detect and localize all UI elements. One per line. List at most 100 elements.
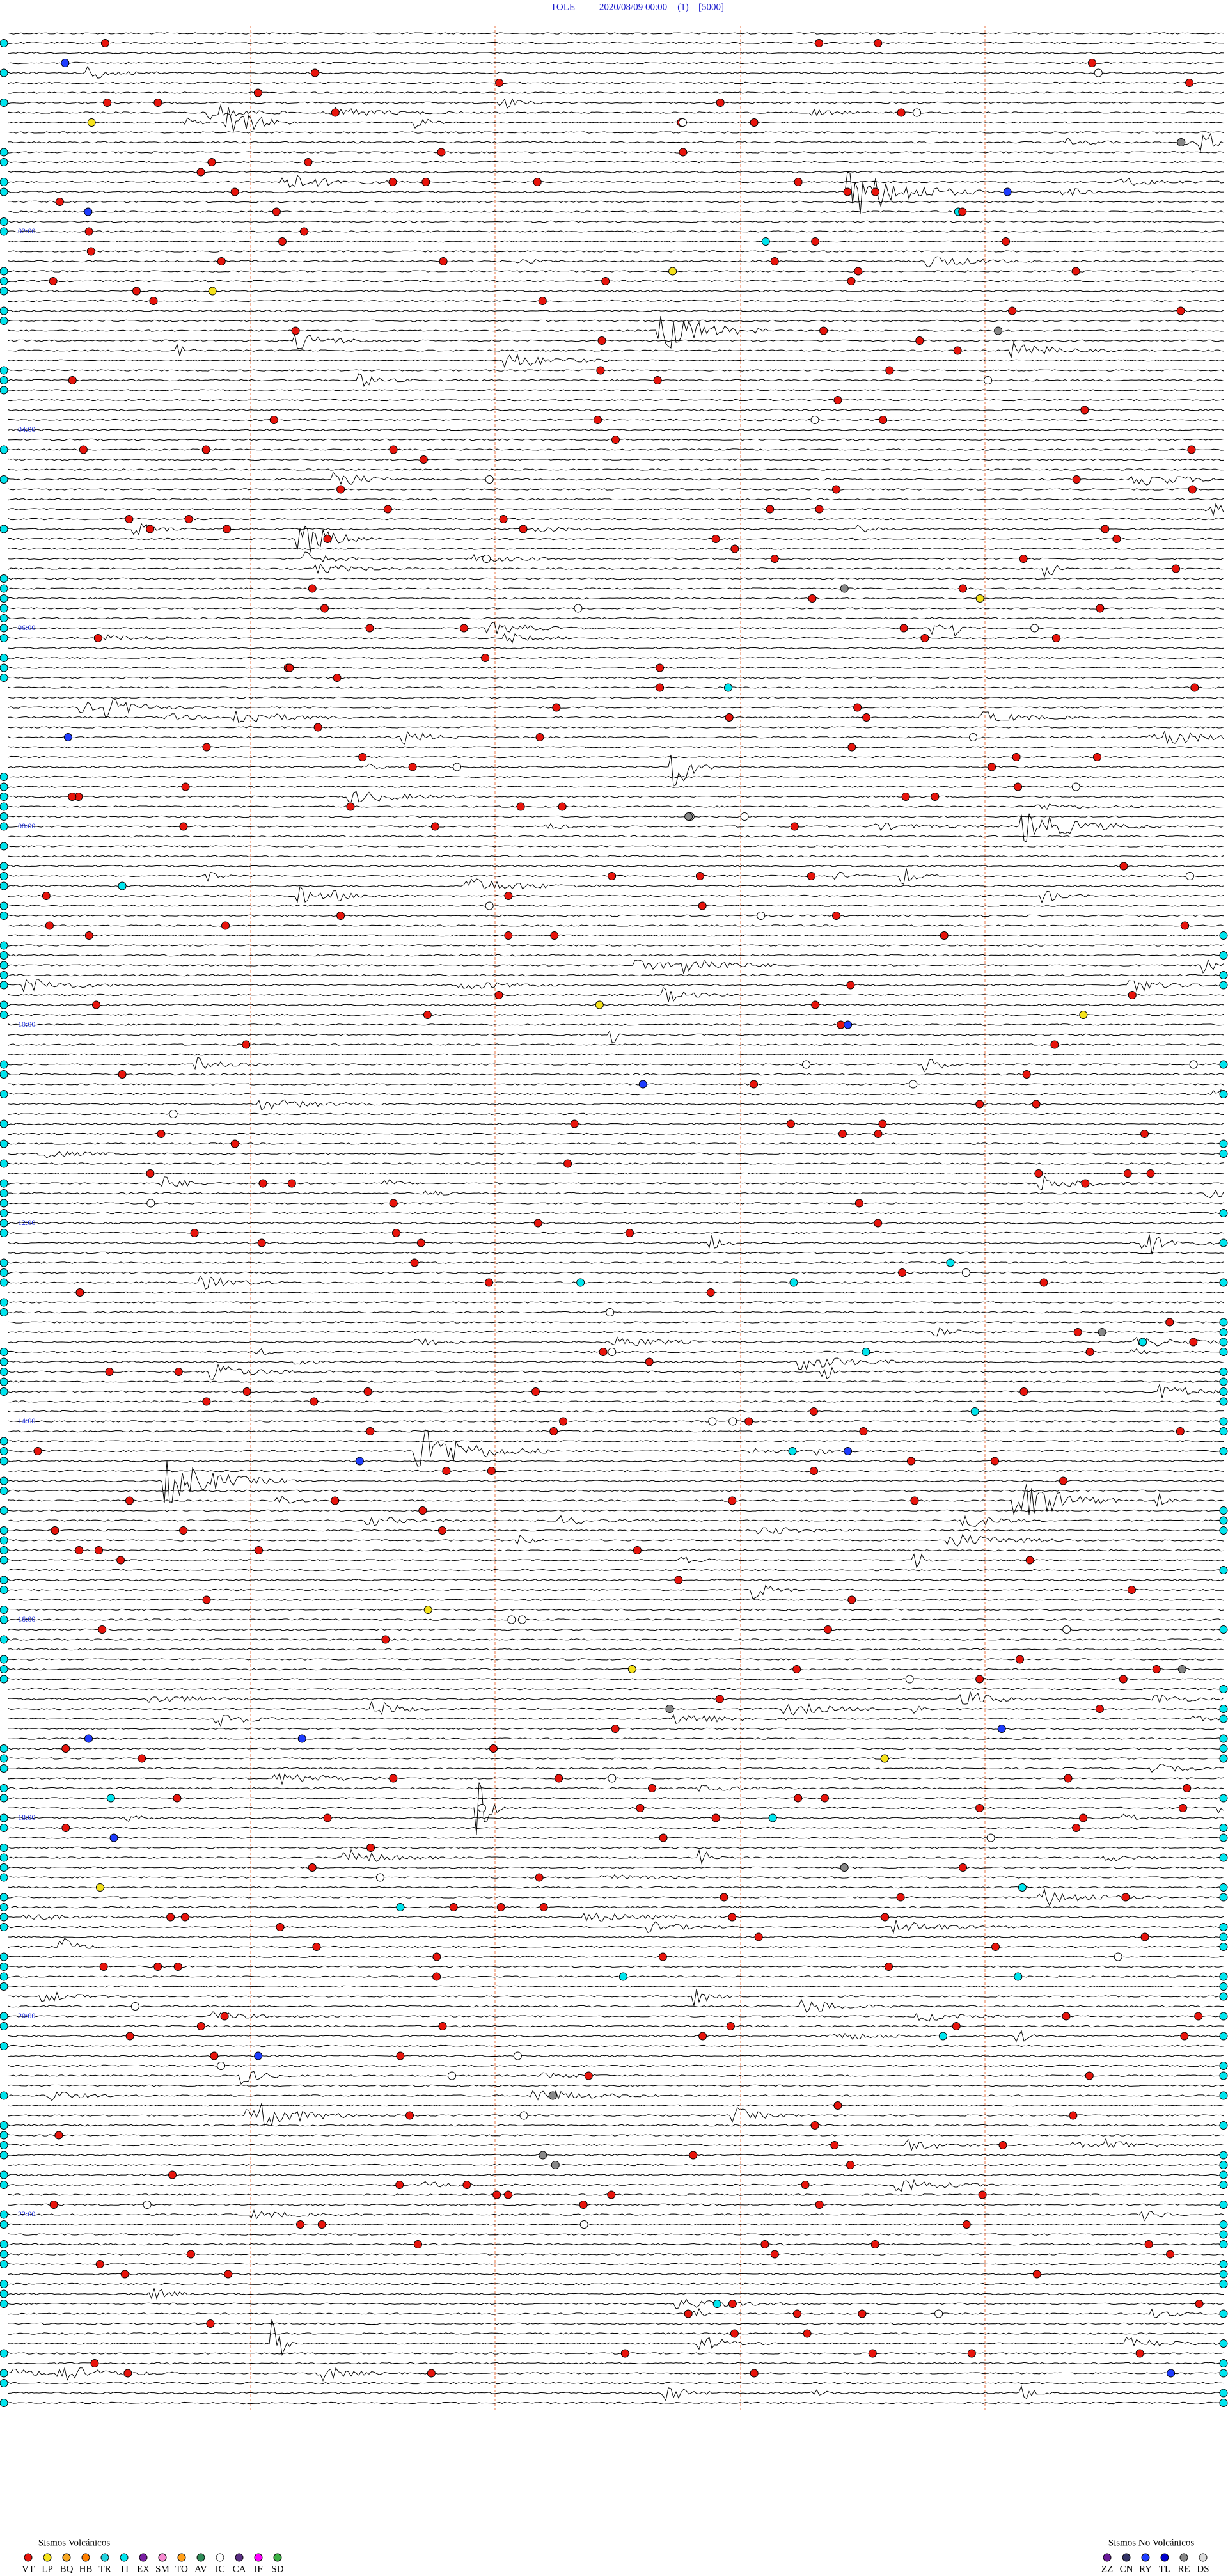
event-marker [1219,1833,1228,1842]
event-marker [0,1070,8,1079]
event-marker [913,108,922,117]
seismic-trace [8,1231,1224,1235]
legend-swatch [81,2553,90,2562]
event-marker [202,743,211,752]
event-marker [607,2190,616,2199]
seismic-trace [8,2223,1224,2226]
event-marker [558,802,567,811]
legend-code: TI [120,2564,129,2574]
event-marker [611,1725,620,1733]
event-marker [994,326,1003,335]
seismic-trace [8,240,1224,243]
event-marker [0,287,8,296]
event-marker [0,68,8,77]
seismic-trace [8,2055,1224,2057]
seismic-trace [8,974,1224,977]
seismic-trace [8,2090,1224,2101]
event-marker [143,2201,152,2209]
legend-code: RE [1177,2564,1190,2574]
seismic-trace [8,1031,1224,1043]
event-marker [1167,2369,1176,2378]
event-marker [535,1873,544,1882]
event-marker [421,178,430,186]
seismic-trace [8,1700,1224,1716]
event-marker [224,2270,233,2279]
event-marker [959,1863,967,1872]
seismic-trace [8,1222,1224,1224]
event-marker [125,515,134,523]
event-marker [1219,2399,1228,2407]
event-marker [809,1467,818,1475]
event-marker [0,525,8,533]
seismic-trace [8,676,1224,679]
event-marker [1219,1427,1228,1435]
event-marker [807,872,815,880]
event-marker [711,535,720,543]
seismic-trace [8,979,1224,993]
event-marker [98,1625,107,1634]
event-marker [0,1794,8,1803]
seismic-trace [8,786,1224,788]
event-marker [1135,2349,1144,2358]
seismic-trace [8,791,1224,803]
event-marker [0,1853,8,1862]
event-marker [365,624,374,633]
event-marker [438,1526,446,1535]
seismic-trace [8,1886,1224,1889]
event-marker [333,674,342,682]
event-marker [711,1813,720,1822]
event-marker [180,1913,189,1922]
event-marker [874,39,883,47]
seismic-trace [8,1920,1224,1934]
event-marker [168,2170,177,2179]
seismic-trace [8,1489,1224,1492]
event-marker [862,713,871,722]
seismic-trace [8,132,1224,152]
event-marker [881,1913,890,1922]
event-marker [1219,1824,1228,1832]
event-marker [811,237,820,246]
event-marker [0,386,8,395]
seismic-trace [8,813,1224,842]
event-marker [597,336,606,345]
legend-code: IF [254,2564,262,2574]
event-marker [0,2181,8,2189]
event-marker [132,287,141,296]
event-marker [276,1923,285,1931]
seismic-trace [8,2104,1224,2107]
event-marker [481,654,490,662]
event-marker [0,1893,8,1902]
event-marker [310,68,319,77]
event-marker [901,793,910,801]
event-marker [154,1963,162,1971]
event-marker [423,1011,432,1019]
event-marker [548,2091,557,2100]
event-marker [811,1000,820,1009]
event-marker [1219,2032,1228,2041]
event-marker [437,148,446,157]
event-marker [0,187,8,196]
seismic-trace [8,1073,1224,1076]
seismic-trace [8,2071,1224,2085]
event-marker [0,2289,8,2298]
event-marker [410,1258,419,1267]
event-marker [1014,782,1023,791]
traces [8,26,1224,2412]
legend-code: TR [98,2564,111,2574]
event-marker [0,872,8,880]
event-marker [1123,1169,1132,1178]
event-marker [975,1100,984,1109]
event-marker [0,1457,8,1466]
event-marker [173,1794,182,1803]
event-marker [1165,1318,1174,1327]
event-marker [396,2051,405,2060]
event-marker [653,376,662,384]
seismic-trace [8,1410,1224,1413]
event-marker [0,1655,8,1664]
seismic-trace [8,1089,1224,1096]
legend-swatch [196,2553,205,2562]
event-marker [174,1368,183,1376]
seismic-trace [8,2103,1224,2126]
event-marker [210,2051,219,2060]
event-marker [576,1278,585,1287]
